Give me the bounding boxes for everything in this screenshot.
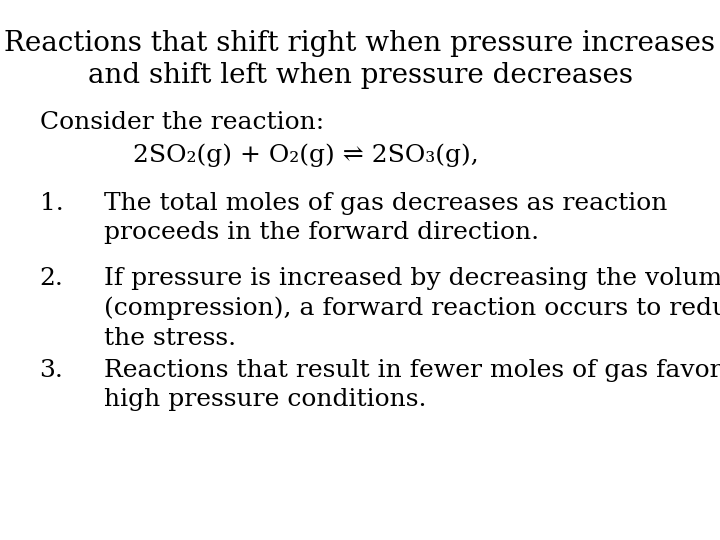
Text: 1.: 1.	[40, 192, 63, 215]
Text: and shift left when pressure decreases: and shift left when pressure decreases	[88, 62, 632, 89]
Text: 2.: 2.	[40, 267, 63, 291]
Text: Reactions that result in fewer moles of gas favor
high pressure conditions.: Reactions that result in fewer moles of …	[104, 359, 720, 411]
Text: The total moles of gas decreases as reaction
proceeds in the forward direction.: The total moles of gas decreases as reac…	[104, 192, 667, 244]
Text: 2SO₂(g) + O₂(g) ⇌ 2SO₃(g),: 2SO₂(g) + O₂(g) ⇌ 2SO₃(g),	[133, 143, 479, 167]
Text: If pressure is increased by decreasing the volume
(compression), a forward react: If pressure is increased by decreasing t…	[104, 267, 720, 349]
Text: Reactions that shift right when pressure increases: Reactions that shift right when pressure…	[4, 30, 716, 57]
Text: 3.: 3.	[40, 359, 63, 382]
Text: Consider the reaction:: Consider the reaction:	[40, 111, 324, 134]
